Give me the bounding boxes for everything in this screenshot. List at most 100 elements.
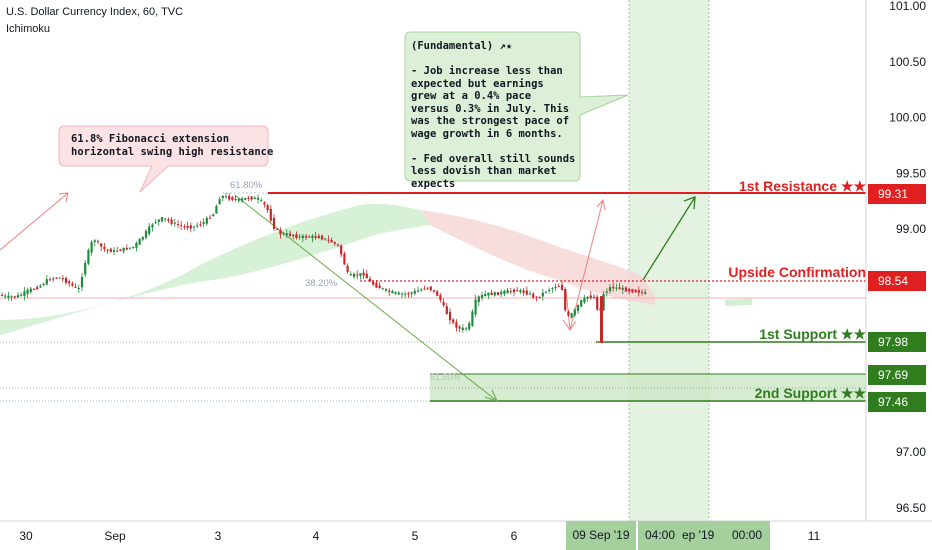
candle-body <box>541 292 544 297</box>
time-highlight-zone <box>629 0 709 521</box>
candle-body <box>173 222 176 224</box>
candle-body <box>432 289 436 292</box>
candle-body <box>525 290 528 295</box>
candle-body <box>269 208 272 221</box>
price-axis-label: 99.00 <box>896 222 926 236</box>
price-axis-label: 101.00 <box>889 0 926 13</box>
candle-body <box>352 273 356 278</box>
price-axis-label: 97.00 <box>896 445 926 459</box>
candle-body <box>448 311 452 321</box>
candle-body <box>394 291 397 294</box>
candle-body <box>240 198 244 201</box>
candle-body <box>84 262 87 275</box>
candle-body <box>532 293 535 298</box>
candle-body <box>439 294 442 301</box>
candle-body <box>490 292 493 296</box>
candle-body <box>170 219 173 224</box>
candle-body <box>634 289 637 293</box>
candle-spike <box>600 296 603 343</box>
candle-body <box>250 196 253 200</box>
candle-body <box>138 238 141 245</box>
candle-body <box>384 289 388 291</box>
candle-body <box>640 291 644 293</box>
candle-body <box>570 313 573 318</box>
candle-body <box>516 290 519 292</box>
green-arrow-up <box>642 196 696 281</box>
candle-body <box>308 236 311 238</box>
fib-note-text: 61.8% Fibonacci extension horizontal swi… <box>71 133 274 158</box>
candle-body <box>263 202 266 205</box>
candle-body <box>106 249 109 251</box>
candle-body <box>480 294 484 299</box>
candle-body <box>135 242 138 248</box>
time-axis-label: Sep <box>104 529 126 543</box>
candle-body <box>244 198 247 200</box>
candle-body <box>148 226 151 234</box>
candle-body <box>400 293 404 295</box>
candle-body <box>80 276 84 288</box>
fib-label-bottom: 61.80% <box>430 372 461 382</box>
price-axis-label: 99.50 <box>896 166 926 180</box>
fundamental-note-text: (Fundamental) ↗★ - Job increase less tha… <box>411 40 576 190</box>
candle-body <box>7 295 10 298</box>
time-axis-label: 5 <box>412 529 419 543</box>
candle-body <box>381 288 384 290</box>
candle-body <box>407 293 410 295</box>
candle-body <box>96 241 100 243</box>
candle-body <box>218 199 221 205</box>
candle-body <box>221 195 224 199</box>
candle-body <box>455 322 458 328</box>
candle-body <box>0 295 4 297</box>
candle-body <box>317 235 320 239</box>
candle-body <box>212 214 215 216</box>
candle-body <box>628 288 631 292</box>
candle-body <box>4 295 7 297</box>
candle-body <box>125 248 128 250</box>
candle-body <box>109 248 112 253</box>
candle-body <box>560 284 564 290</box>
candle-body <box>29 288 32 292</box>
candle-body <box>375 282 378 288</box>
price-axis-label: 96.50 <box>896 501 926 515</box>
ichimoku-cloud-red <box>420 210 655 305</box>
candle-body <box>144 231 148 238</box>
time-axis-label: 4 <box>313 529 320 543</box>
candle-body <box>16 295 20 298</box>
candle-body <box>580 299 583 307</box>
candle-body <box>279 229 282 235</box>
candle-body <box>87 249 90 264</box>
candle-body <box>58 277 61 279</box>
indicator-label: Ichimoku <box>6 23 51 35</box>
symbol-title: U.S. Dollar Currency Index, 60, TVC <box>6 6 184 18</box>
ichimoku-cloud-green <box>0 203 430 335</box>
candle-body <box>42 283 45 285</box>
time-axis-bg <box>0 521 932 550</box>
candle-body <box>61 278 64 280</box>
candle-body <box>128 247 132 249</box>
candle-body <box>596 296 599 310</box>
candle-body <box>522 290 525 293</box>
candle-body <box>36 286 39 290</box>
candle-body <box>141 236 144 240</box>
candle-body <box>330 239 333 243</box>
candle-body <box>637 290 640 293</box>
time-axis-label: 11 <box>808 529 821 543</box>
price-axis-label: 100.00 <box>889 111 926 125</box>
candle-body <box>266 204 269 211</box>
candle-body <box>23 291 26 296</box>
candle-body <box>176 224 180 226</box>
candle-body <box>458 326 461 329</box>
time-pill-date2: ep '19 <box>682 521 724 550</box>
candle-body <box>45 279 48 285</box>
candle-body <box>589 295 592 299</box>
confirmation-label: Upside Confirmation <box>728 264 866 280</box>
candle-body <box>228 195 231 200</box>
candle-body <box>64 278 68 283</box>
price-axis-label: 100.50 <box>889 55 926 69</box>
fundamental-callout-box <box>404 31 629 182</box>
candle-body <box>468 323 471 330</box>
candle-body <box>464 328 468 330</box>
candle-body <box>189 225 192 229</box>
candle-body <box>20 294 23 296</box>
candle-body <box>48 279 52 281</box>
